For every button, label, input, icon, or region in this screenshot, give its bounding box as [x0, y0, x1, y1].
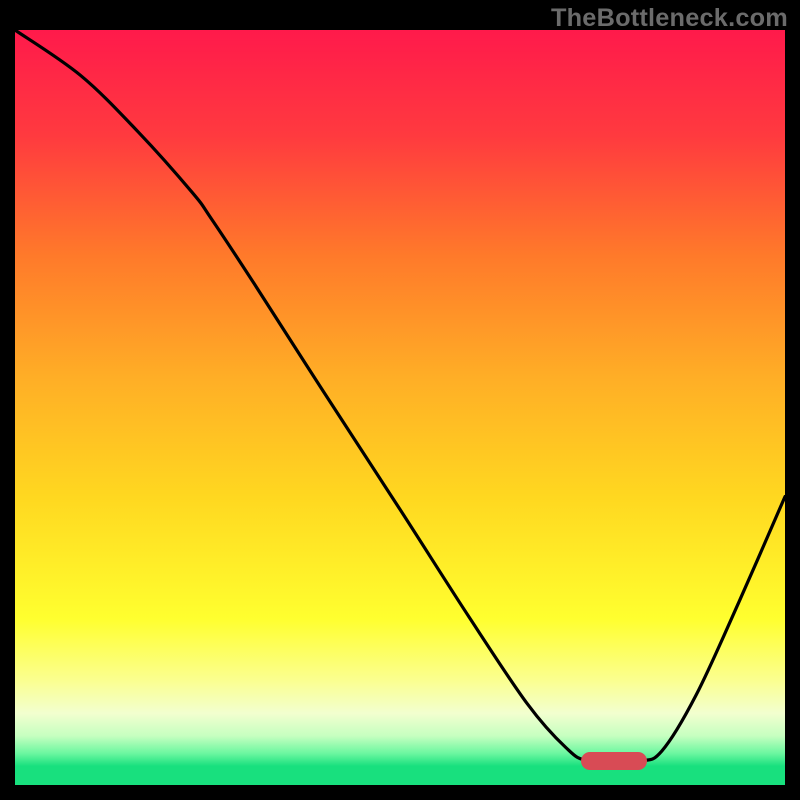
bottleneck-curve	[15, 30, 785, 762]
plot-frame	[15, 30, 785, 785]
optimum-marker	[581, 752, 647, 770]
curve-svg	[15, 30, 785, 785]
watermark-text: TheBottleneck.com	[551, 4, 788, 33]
